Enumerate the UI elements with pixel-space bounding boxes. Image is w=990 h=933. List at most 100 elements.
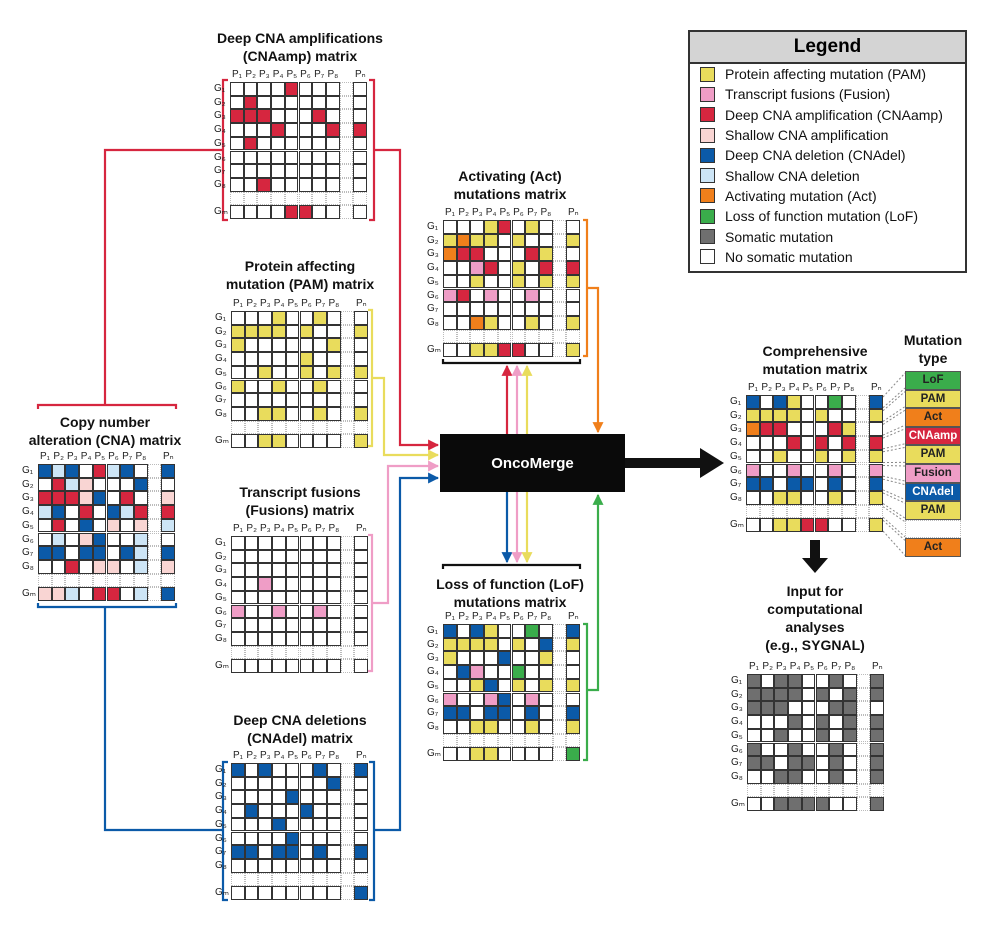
matrix-cell	[443, 261, 457, 275]
column-label: P₅	[286, 69, 298, 80]
matrix-cell	[354, 604, 368, 619]
mutation-type-link	[882, 503, 906, 519]
row-label: G₂	[215, 550, 227, 562]
legend-item: Protein affecting mutation (PAM)	[690, 64, 965, 84]
gap-cell	[759, 504, 774, 519]
matrix-cell	[313, 352, 327, 366]
matrix-cell	[313, 804, 327, 818]
matrix-cell	[538, 315, 553, 330]
matrix-cell	[484, 261, 498, 275]
cnadel-bracket-right	[369, 760, 376, 902]
column-label: Pₙ	[354, 69, 366, 80]
gap-cell	[855, 504, 870, 519]
matrix-cell	[841, 490, 856, 505]
title-line: mutation (PAM) matrix	[225, 276, 375, 292]
legend-label: Shallow CNA amplification	[725, 127, 889, 144]
matrix-cell	[271, 177, 285, 192]
pam-bracket-right	[368, 308, 374, 448]
row-label: G₆	[427, 693, 439, 705]
matrix-cell	[298, 164, 313, 178]
gap-cell	[340, 590, 355, 605]
gap-cell	[856, 728, 871, 743]
title-line: (e.g., SYGNAL)	[765, 637, 865, 653]
matrix-cell	[244, 858, 259, 873]
column-label: P₆	[513, 611, 524, 622]
matrix-cell	[788, 797, 802, 811]
matrix-cell	[285, 886, 300, 900]
matrix-cell	[231, 577, 245, 591]
matrix-cell	[870, 769, 884, 784]
matrix-cell	[313, 379, 327, 394]
gap-cell	[340, 790, 355, 805]
gap-cell	[470, 329, 485, 344]
column-label: P₄	[273, 298, 285, 309]
matrix-cell	[313, 886, 327, 900]
column-label: P₂	[458, 207, 469, 218]
matrix-cell	[538, 624, 553, 638]
matrix-cell	[470, 624, 485, 638]
matrix-cell	[161, 587, 175, 601]
gap-cell	[340, 659, 355, 673]
matrix-cell	[800, 449, 815, 464]
matrix-cell	[801, 674, 816, 688]
matrix-cell	[272, 324, 286, 339]
matrix-cell	[566, 637, 580, 652]
matrix-cell	[271, 109, 285, 124]
title-line: Loss of function (LoF)	[436, 576, 584, 592]
gap-cell	[340, 858, 355, 873]
matrix-cell	[525, 624, 539, 638]
matrix-cell	[829, 674, 843, 688]
matrix-cell	[787, 422, 801, 437]
matrix-cell	[244, 311, 259, 325]
column-label: P₄	[80, 451, 92, 462]
column-label: P₄	[485, 611, 497, 622]
matrix-cell	[566, 343, 580, 357]
matrix-cell	[759, 449, 774, 464]
matrix-cell	[525, 261, 539, 275]
matrix-cell	[285, 549, 300, 564]
title-line: mutations matrix	[453, 594, 567, 610]
matrix-cell	[326, 631, 341, 646]
matrix-cell	[747, 742, 761, 757]
matrix-cell	[828, 463, 842, 478]
matrix-cell	[243, 164, 258, 178]
gap-cell	[51, 573, 66, 588]
matrix-cell	[258, 886, 273, 900]
matrix-cell	[443, 220, 457, 234]
gap-cell	[484, 733, 498, 748]
matrix-cell	[511, 637, 526, 652]
gap-cell	[312, 191, 326, 206]
matrix-cell	[869, 463, 883, 478]
title-line: computational	[767, 601, 863, 617]
matrix-cell	[497, 678, 512, 693]
matrix-cell	[470, 692, 485, 707]
row-label: G₃	[215, 339, 227, 351]
gap-cell	[443, 329, 457, 344]
matrix-cell	[800, 477, 815, 491]
mutation-type-act: Act	[905, 408, 961, 427]
matrix-cell	[272, 577, 286, 591]
column-label: P₈	[540, 207, 552, 218]
matrix-cell	[106, 532, 121, 547]
matrix-cell	[511, 651, 526, 666]
row-label: G₇	[215, 394, 227, 406]
gap-cell	[456, 733, 471, 748]
gap-cell	[787, 504, 801, 519]
cna-matrix-title: Copy number alteration (CNA) matrix	[29, 413, 181, 449]
matrix-cell	[258, 311, 273, 325]
matrix-cell	[759, 490, 774, 505]
matrix-cell	[773, 408, 788, 423]
matrix-cell	[470, 233, 485, 248]
matrix-cell	[243, 150, 258, 165]
matrix-cell	[312, 164, 326, 178]
matrix-cell	[538, 665, 553, 679]
row-label: G₁	[427, 625, 439, 636]
matrix-cell	[497, 692, 512, 707]
legend-swatch	[700, 249, 715, 265]
matrix-cell	[774, 687, 789, 702]
gap-cell	[470, 733, 485, 748]
matrix-cell	[231, 790, 245, 805]
matrix-cell	[231, 659, 245, 673]
matrix-cell	[244, 393, 259, 407]
row-label: G₃	[427, 248, 439, 260]
